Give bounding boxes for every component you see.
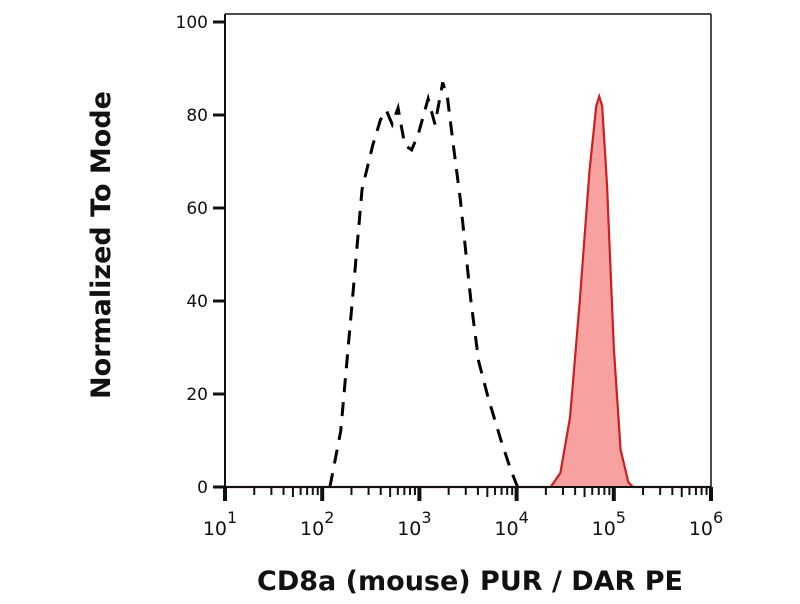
y-tick-label: 80 [186, 106, 208, 126]
y-tick-label: 20 [186, 385, 208, 405]
series-1-fill [550, 96, 634, 488]
y-tick-label: 60 [186, 199, 208, 219]
x-tick-label: 103 [397, 508, 431, 540]
y-axis-label: Normalized To Mode [86, 91, 117, 399]
x-tick-exponent: 3 [421, 508, 431, 527]
series-1-line [225, 92, 711, 489]
x-tick-base: 10 [592, 518, 616, 540]
x-axis-label: CD8a (mouse) PUR / DAR PE [257, 566, 683, 597]
x-tick-base: 10 [397, 518, 421, 540]
y-tick-label: 40 [186, 292, 208, 312]
x-tick-exponent: 5 [616, 508, 626, 527]
y-tick-label: 100 [176, 13, 208, 33]
x-tick-label: 104 [494, 508, 528, 540]
x-tick-label: 106 [689, 508, 723, 540]
x-tick-exponent: 1 [227, 508, 237, 527]
x-tick-label: 102 [300, 508, 334, 540]
x-tick-label: 101 [203, 508, 237, 540]
x-tick-exponent: 4 [519, 508, 529, 527]
x-tick-base: 10 [494, 518, 518, 540]
x-tick-base: 10 [300, 518, 324, 540]
x-tick-exponent: 2 [324, 508, 334, 527]
x-tick-base: 10 [689, 518, 713, 540]
x-tick-label: 105 [592, 508, 626, 540]
y-tick-label: 0 [197, 478, 208, 498]
x-tick-exponent: 6 [713, 508, 723, 527]
series-layer [225, 82, 711, 489]
x-tick-base: 10 [203, 518, 227, 540]
series-0-line [328, 82, 519, 488]
